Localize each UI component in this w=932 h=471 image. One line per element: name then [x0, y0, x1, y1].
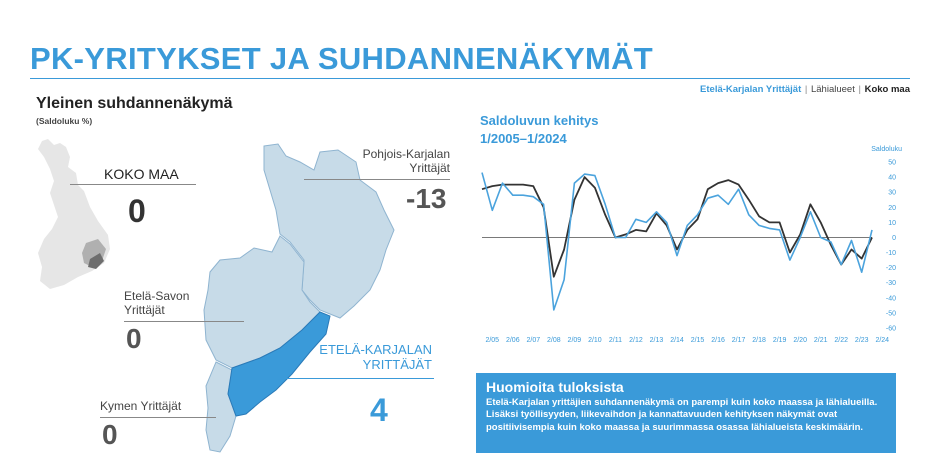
y-tick-label: 30 [888, 190, 896, 197]
region-etela-karjala: ETELÄ-KARJALAN YRITTÄJÄT [300, 342, 432, 373]
x-tick-label: 2/12 [629, 337, 643, 344]
x-tick-label: 2/19 [773, 337, 787, 344]
nav-separator: | [804, 84, 808, 95]
x-tick-label: 2/15 [691, 337, 705, 344]
chart-title: Saldoluvun kehitys 1/2005–1/2024 [480, 112, 598, 147]
etela-savo-leader-line [124, 321, 244, 322]
etela-savo-value: 0 [126, 323, 142, 354]
note-title: Huomioita tuloksista [486, 379, 624, 395]
x-tick-label: 2/23 [855, 337, 869, 344]
kymi-leader-line [100, 417, 216, 418]
pohjois-karjala-label-line2: Yrittäjät [409, 160, 450, 175]
chart-title-line2: 1/2005–1/2024 [480, 130, 567, 146]
title-rule [30, 78, 910, 79]
pohjois-karjala-value: -13 [406, 183, 447, 214]
y-tick-label: -50 [886, 310, 896, 317]
koko-maa-label: KOKO MAA [104, 166, 179, 182]
x-tick-label: 2/16 [711, 337, 725, 344]
x-tick-label: 2/13 [650, 337, 664, 344]
y-tick-label: -10 [886, 250, 896, 257]
etela-savo-label-line1: Etelä-Savon [124, 289, 190, 303]
y-tick-label: -40 [886, 295, 896, 302]
x-tick-label: 2/10 [588, 337, 602, 344]
etela-karjala-value: 4 [370, 392, 388, 428]
series-line-1 [481, 176, 873, 278]
koko-maa-value: 0 [128, 193, 146, 229]
nav-link-koko-maa[interactable]: Koko maa [864, 84, 910, 95]
region-etela-savo: Etelä-Savon Yrittäjät [124, 289, 244, 318]
results-note: Huomioita tuloksista Etelä-Karjalan yrit… [476, 373, 896, 453]
x-tick-label: 2/21 [814, 337, 828, 344]
etela-karjala-leader-line [278, 378, 434, 379]
nav-link-lahialueet[interactable]: Lähialueet [810, 84, 855, 95]
x-tick-label: 2/06 [506, 337, 520, 344]
x-tick-label: 2/20 [793, 337, 807, 344]
x-tick-label: 2/18 [752, 337, 766, 344]
y-tick-label: 40 [888, 175, 896, 182]
kymi-value: 0 [102, 419, 118, 450]
y-tick-label: 0 [892, 235, 896, 242]
overview-title: Yleinen suhdannenäkymä [36, 95, 233, 112]
etela-karjala-label-line1: ETELÄ-KARJALAN [319, 342, 432, 357]
overview-subtitle: (Saldoluku %) [36, 116, 93, 126]
region-pohjois-karjala: Pohjois-Karjalan Yrittäjät [340, 147, 450, 176]
x-tick-label: 2/14 [670, 337, 684, 344]
series-line-2 [481, 172, 873, 311]
y-tick-label: -30 [886, 280, 896, 287]
y-axis-label: Saldoluku [871, 146, 902, 153]
etela-karjala-region[interactable] [227, 311, 331, 417]
x-tick-label: 2/22 [834, 337, 848, 344]
y-tick-label: 10 [888, 220, 896, 227]
x-tick-label: 2/07 [527, 337, 541, 344]
finland-map [38, 139, 110, 289]
page-title: PK-YRITYKSET JA SUHDANNENÄKYMÄT [30, 41, 654, 76]
x-tick-label: 2/05 [485, 337, 499, 344]
region-koko-maa: KOKO MAA [104, 166, 194, 182]
y-tick-label: 20 [888, 205, 896, 212]
note-text: Etelä-Karjalan yrittäjien suhdannenäkymä… [486, 397, 878, 433]
etela-savo-label-line2: Yrittäjät [124, 302, 165, 317]
region-kymi: Kymen Yrittäjät [100, 399, 220, 414]
line-chart: Saldoluku 50 40 30 20 10 0 -10 -20 -30 -40 -50 -60 2/… [481, 146, 902, 344]
y-tick-label: -60 [886, 326, 896, 333]
pohjois-karjala-region [263, 143, 395, 319]
x-tick-label: 2/24 [875, 337, 889, 344]
region-map [203, 143, 395, 453]
finland-outline [38, 139, 110, 289]
nav-link-etela-karjala[interactable]: Etelä-Karjalan Yrittäjät [700, 84, 802, 95]
koko-maa-leader-line [70, 184, 196, 185]
x-tick-label: 2/09 [568, 337, 582, 344]
pohjois-karjala-leader-line [304, 179, 450, 180]
etela-karjala-label-line2: YRITTÄJÄT [362, 356, 432, 372]
y-tick-label: -20 [886, 265, 896, 272]
y-tick-label: 50 [888, 160, 896, 167]
breadcrumb-nav: Etelä-Karjalan Yrittäjät | Lähialueet | … [700, 84, 910, 95]
nav-separator: | [858, 84, 861, 95]
chart-title-line1: Saldoluvun kehitys [480, 113, 599, 128]
x-tick-label: 2/11 [609, 337, 622, 344]
pohjois-karjala-label-line1: Pohjois-Karjalan [362, 147, 450, 161]
x-tick-label: 2/08 [547, 337, 561, 344]
kymi-label: Kymen Yrittäjät [100, 399, 182, 413]
x-tick-label: 2/17 [732, 337, 746, 344]
etela-savo-region [203, 235, 321, 369]
finland-etela-karjala-region [88, 253, 104, 269]
